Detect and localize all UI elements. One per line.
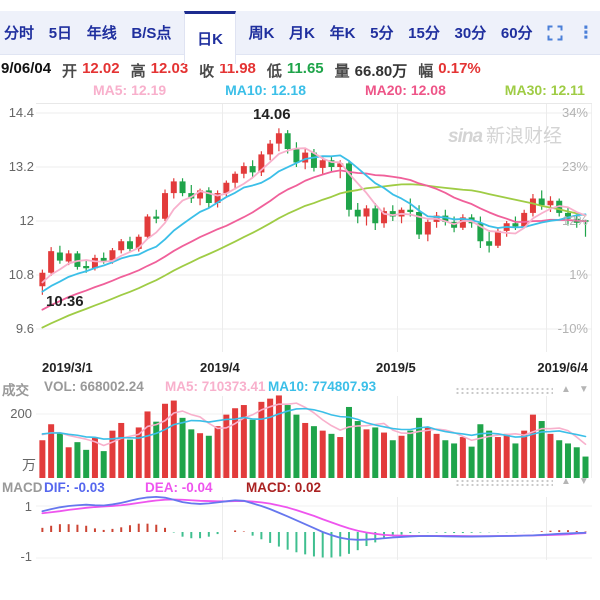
- scrollbar-dots[interactable]: [455, 386, 553, 394]
- ma5-legend: MA5: 12.19: [93, 82, 167, 98]
- volume-unit-label: 万: [22, 457, 36, 473]
- open-label: 开: [62, 63, 78, 80]
- volume-axis-tick: 200: [10, 406, 32, 421]
- ma10-legend: MA10: 12.18: [225, 82, 307, 98]
- scroll-up-icon[interactable]: ▲: [561, 476, 571, 487]
- ma-legend-row: MA5: 12.19 MA10: 12.18 MA20: 12.08 MA30:…: [0, 82, 600, 98]
- low-value: 11.65: [286, 60, 324, 77]
- ma30-legend: MA30: 12.11: [504, 82, 585, 98]
- dea-value-text: DEA: -0.04: [145, 480, 213, 495]
- change-value: 0.17%: [438, 60, 481, 77]
- price-tick-3: 12: [19, 213, 34, 228]
- scroll-up-icon[interactable]: ▲: [561, 384, 571, 395]
- scrollbar-dots[interactable]: [455, 478, 553, 486]
- tab-15fen[interactable]: 15分: [408, 25, 440, 42]
- sina-watermark: sina 新浪财经: [448, 126, 563, 147]
- change-label: 幅: [418, 63, 434, 80]
- quote-row: 9/06/04 开 12.02 高 12.03 收 11.98 低 11.65 量 66.…: [0, 60, 600, 81]
- x-label-april: 2019/4: [200, 360, 240, 375]
- tab-60fen[interactable]: 60分: [500, 25, 533, 42]
- macd-axis-top: 1: [24, 499, 32, 514]
- macd-panel-title: MACD: [2, 480, 43, 495]
- low-annotation: 10.36: [46, 293, 84, 310]
- tab-yue-k[interactable]: 月K: [289, 25, 315, 42]
- more-menu-icon[interactable]: ⋮: [577, 22, 595, 42]
- tab-fenshi[interactable]: 分时: [4, 25, 35, 42]
- quote-date: 9/06/04: [1, 60, 52, 77]
- tab-30fen[interactable]: 30分: [454, 25, 487, 42]
- close-label: 收: [199, 63, 215, 80]
- tab-zhou-k[interactable]: 周K: [248, 25, 275, 42]
- pct-tick-3: 12%: [561, 213, 588, 228]
- tab-nianxian[interactable]: 年线: [86, 25, 117, 42]
- price-tick-5: 9.6: [15, 321, 34, 336]
- volume-label: 量: [334, 63, 350, 80]
- volume-value: 66.80万: [354, 63, 408, 80]
- scroll-down-icon[interactable]: ▼: [578, 476, 589, 487]
- fullscreen-icon[interactable]: [545, 23, 565, 43]
- pct-tick-5: -10%: [557, 321, 588, 336]
- volume-ma5-text: MA5: 710373.41: [165, 379, 266, 394]
- tab-nian-k[interactable]: 年K: [329, 25, 356, 42]
- x-label-may: 2019/5: [376, 360, 416, 375]
- tab-5ri[interactable]: 5日: [48, 25, 73, 42]
- volume-ma10-text: MA10: 774807.93: [268, 379, 377, 394]
- time-scrollbar-lower[interactable]: ▲ ▼: [455, 477, 595, 487]
- sina-logo: sina: [448, 126, 483, 147]
- high-value: 12.03: [150, 60, 189, 77]
- tab-5fen[interactable]: 5分: [370, 25, 394, 42]
- price-tick-2: 13.2: [8, 159, 34, 174]
- high-label: 高: [130, 63, 146, 80]
- time-scrollbar-upper[interactable]: ▲ ▼: [455, 385, 595, 395]
- ma20-legend: MA20: 12.08: [364, 82, 446, 98]
- x-label-march: 2019/3/1: [42, 360, 93, 375]
- pct-tick-2: 23%: [561, 159, 588, 174]
- dif-value-text: DIF: -0.03: [44, 480, 105, 495]
- price-tick-1: 14.4: [8, 105, 34, 120]
- open-value: 12.02: [82, 60, 120, 77]
- scroll-down-icon[interactable]: ▼: [578, 384, 589, 395]
- chart-period-tabbar: 分时 5日 年线 B/S点 日K 周K 月K 年K 5分 15分 30分 60分…: [0, 10, 600, 64]
- tab-bs-point[interactable]: B/S点: [131, 25, 172, 42]
- pct-tick-4: 1%: [569, 267, 588, 282]
- high-annotation: 14.06: [253, 106, 291, 123]
- macd-axis-bottom: -1: [20, 549, 32, 564]
- x-label-june: 2019/6/4: [537, 360, 588, 375]
- tab-ri-k[interactable]: 日K: [184, 10, 236, 64]
- low-label: 低: [266, 63, 282, 80]
- close-value: 11.98: [219, 60, 256, 77]
- macd-value-text: MACD: 0.02: [246, 480, 322, 495]
- pct-tick-1: 34%: [561, 105, 588, 120]
- volume-value-text: VOL: 668002.24: [44, 379, 144, 394]
- price-tick-4: 10.8: [8, 267, 34, 282]
- volume-panel-title: 成交: [2, 383, 29, 398]
